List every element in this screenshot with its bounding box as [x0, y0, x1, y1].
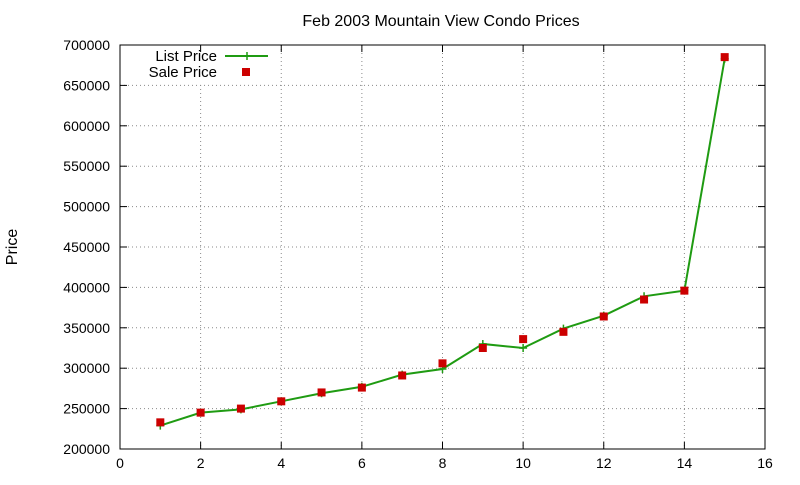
sale-price-point: [478, 344, 487, 352]
y-tick-label: 300000: [63, 360, 110, 376]
sale-price-point: [156, 418, 165, 427]
x-tick-label: 14: [677, 455, 693, 471]
sale-price-point: [720, 53, 729, 62]
x-tick-label: 0: [116, 455, 124, 471]
y-tick-label: 450000: [63, 239, 110, 255]
x-tick-label: 8: [439, 455, 447, 471]
y-tick-label: 200000: [63, 441, 110, 457]
sale-price-point: [398, 371, 407, 380]
sale-price-point: [599, 312, 608, 321]
sale-price-point: [559, 327, 568, 336]
y-tick-label: 500000: [63, 199, 110, 215]
sale-price-point: [640, 295, 649, 304]
sale-price-point: [680, 286, 689, 295]
x-tick-label: 4: [277, 455, 285, 471]
x-tick-label: 6: [358, 455, 366, 471]
y-tick-label: 600000: [63, 118, 110, 134]
x-tick-label: 2: [197, 455, 205, 471]
y-tick-label: 650000: [63, 77, 110, 93]
sale-price-point: [519, 335, 528, 344]
legend-sale-price-marker: [242, 68, 250, 76]
x-tick-label: 12: [596, 455, 612, 471]
chart-title: Feb 2003 Mountain View Condo Prices: [302, 13, 579, 30]
y-tick-label: 350000: [63, 320, 110, 336]
x-tick-label: 16: [757, 455, 773, 471]
legend-list-price-marker: [243, 52, 251, 60]
y-tick-label: 550000: [63, 158, 110, 174]
sale-price-point: [277, 397, 286, 406]
list-price-point: [519, 344, 528, 352]
sale-price-point: [236, 404, 245, 413]
legend-list-price-label: List Price: [155, 48, 217, 65]
sale-price-point: [196, 408, 205, 417]
y-tick-label: 250000: [63, 401, 110, 417]
x-tick-label: 10: [515, 455, 531, 471]
legend-sale-price-label: Sale Price: [149, 64, 217, 81]
sale-price-point: [317, 388, 326, 397]
y-axis-label: Price: [4, 229, 21, 266]
sale-price-point: [357, 383, 366, 392]
y-tick-label: 700000: [63, 37, 110, 53]
sale-price-point: [438, 359, 447, 368]
y-tick-label: 400000: [63, 279, 110, 295]
